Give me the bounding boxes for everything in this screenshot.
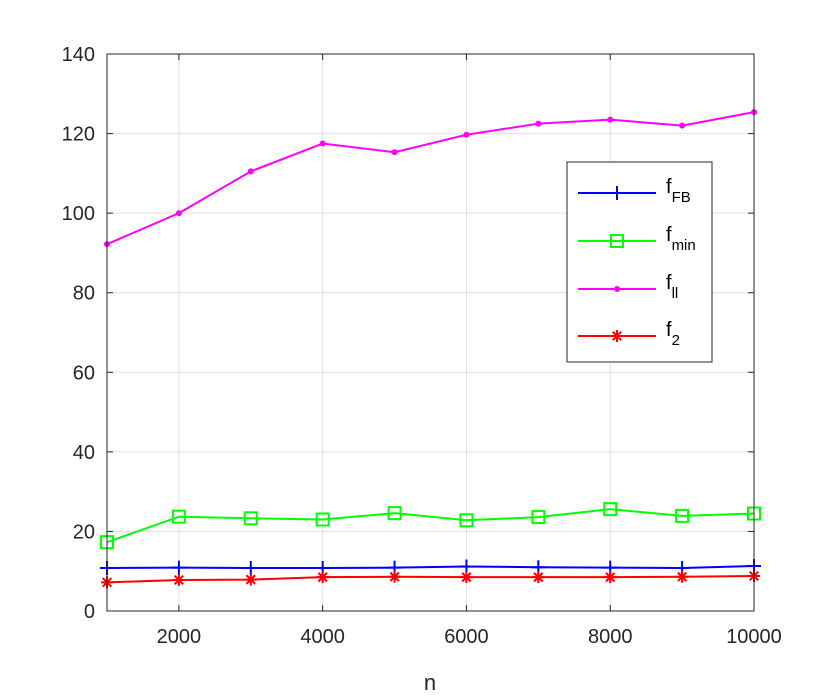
square-marker: [387, 506, 402, 521]
asterisk-marker: [316, 571, 329, 584]
dot-marker: [175, 210, 182, 217]
legend-entry: fmin: [578, 224, 696, 254]
dot-marker: [679, 122, 686, 129]
legend-label: f2: [666, 319, 680, 349]
y-tick-label: 0: [84, 601, 95, 623]
legend-label: fmin: [666, 224, 696, 254]
asterisk-marker: [244, 573, 257, 586]
legend-label: fFB: [666, 176, 691, 206]
series-ll: [104, 109, 757, 248]
asterisk-marker: [611, 330, 623, 342]
square-marker: [459, 513, 474, 528]
asterisk-marker: [532, 571, 545, 584]
plus-marker: [459, 559, 474, 574]
dot-marker: [535, 120, 542, 127]
dot-marker: [247, 168, 254, 175]
square-marker: [531, 510, 546, 525]
legend-entry: fll: [578, 272, 678, 302]
square-marker: [315, 512, 330, 527]
x-tick-label: 4000: [300, 626, 345, 648]
plot-frame: [106, 53, 755, 612]
asterisk-marker: [676, 570, 689, 583]
square-marker: [603, 502, 618, 517]
square-marker: [171, 509, 186, 524]
y-tick-label: 80: [73, 283, 95, 305]
plus-marker: [243, 561, 258, 576]
x-tick-label: 8000: [588, 626, 633, 648]
series-line: [106, 508, 755, 544]
dot-marker: [463, 131, 470, 138]
plus-marker: [610, 186, 624, 200]
dot-marker: [607, 116, 614, 123]
legend-entry: fFB: [578, 176, 691, 206]
x-tick-label: 2000: [157, 626, 202, 648]
asterisk-marker: [172, 573, 185, 586]
series-line: [106, 111, 755, 246]
asterisk-marker: [604, 571, 617, 584]
x-axis-title: n: [424, 670, 436, 695]
x-tick-label: 10000: [726, 626, 782, 648]
legend-box: [566, 161, 713, 363]
asterisk-marker: [460, 571, 473, 584]
dot-marker: [319, 140, 326, 147]
series-line: [106, 574, 755, 584]
y-tick-label: 20: [73, 521, 95, 543]
square-marker: [675, 508, 690, 523]
y-tick-label: 60: [73, 362, 95, 384]
asterisk-marker: [388, 570, 401, 583]
series-line: [106, 565, 755, 570]
legend: fFB fmin fll f2: [566, 161, 713, 363]
plus-marker: [171, 560, 186, 575]
y-tick-label: 100: [62, 203, 95, 225]
axis-ticks: 2000 4000 6000 8000 10000 0 20 40 60 80 100 120 140: [62, 44, 782, 648]
dot-marker: [391, 149, 398, 156]
square-marker: [243, 511, 258, 526]
square-marker: [610, 234, 624, 248]
y-tick-label: 120: [62, 124, 95, 146]
y-tick-label: 140: [62, 44, 95, 66]
legend-label: fll: [666, 272, 678, 302]
x-tick-label: 6000: [444, 626, 489, 648]
y-tick-label: 40: [73, 442, 95, 464]
legend-entry: f2: [578, 319, 680, 349]
dot-marker: [614, 286, 620, 292]
